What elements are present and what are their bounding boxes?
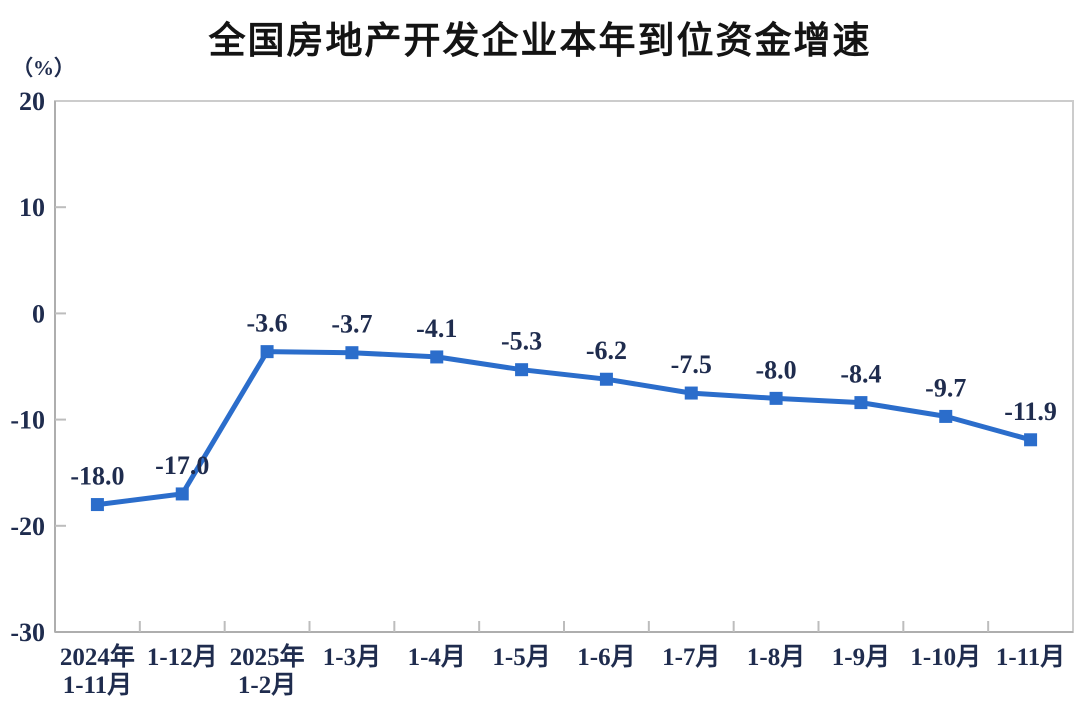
y-axis-tick-label: -30: [10, 618, 45, 647]
data-point-label: -11.9: [1004, 397, 1057, 426]
data-point-label: -7.5: [671, 350, 712, 379]
data-point-label: -8.4: [840, 360, 881, 389]
data-point-marker: [939, 409, 953, 423]
data-point-marker: [90, 498, 104, 512]
plot-area-border: [54, 100, 1074, 633]
x-axis-category-label: 1-10月: [910, 644, 981, 671]
data-point-label: -3.7: [331, 310, 372, 339]
x-axis-category-label: 1-11月: [996, 644, 1065, 671]
data-point-marker: [1024, 433, 1038, 447]
data-point-marker: [769, 391, 783, 405]
data-point-marker: [175, 487, 189, 501]
y-axis-tick-label: 10: [19, 193, 45, 222]
data-point-label: -18.0: [70, 462, 124, 491]
x-axis-category-label: 1-12月: [147, 644, 218, 671]
y-axis-tick-label: 20: [19, 87, 45, 116]
data-point-label: -8.0: [755, 355, 796, 384]
data-point-label: -17.0: [155, 451, 209, 480]
data-line: [94, 349, 1034, 508]
chart-title: 全国房地产开发企业本年到位资金增速: [208, 20, 872, 61]
data-point-label: -9.7: [925, 373, 966, 402]
data-point-marker: [854, 396, 868, 410]
x-axis-category-label: 1-9月: [832, 644, 890, 671]
x-axis-category-label: 1-3月: [323, 644, 381, 671]
data-point-marker: [260, 345, 274, 359]
x-axis-category-label: 2025年 1-2月: [230, 642, 305, 699]
data-point-marker: [430, 350, 444, 364]
y-axis-tick-label: -10: [10, 406, 45, 435]
data-point-marker: [599, 372, 613, 386]
x-axis-category-label: 1-7月: [662, 644, 720, 671]
y-axis-tick-label: -20: [10, 512, 45, 541]
y-axis-tick-label: 0: [32, 299, 45, 328]
x-axis-category-label: 1-5月: [492, 644, 550, 671]
data-point-label: -4.1: [416, 314, 457, 343]
data-point-label: -3.6: [246, 309, 287, 338]
data-point-label: -6.2: [586, 336, 627, 365]
data-point-label: -5.3: [501, 327, 542, 356]
data-point-marker: [684, 386, 698, 400]
x-axis-category-label: 1-6月: [577, 644, 635, 671]
x-axis-category-label: 1-8月: [747, 644, 805, 671]
x-axis-category-label: 1-4月: [408, 644, 466, 671]
x-axis-category-label: 2024年 1-11月: [60, 642, 135, 699]
y-axis-unit-label: （%）: [12, 56, 75, 80]
data-point-marker: [515, 363, 529, 377]
data-point-marker: [345, 346, 359, 360]
